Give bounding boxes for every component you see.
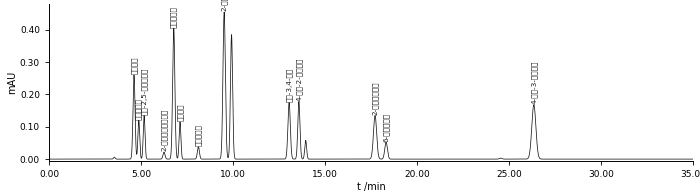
Text: 对苯二胺: 对苯二胺 <box>131 57 137 74</box>
Text: 4-氯基-3-硝基苯酚: 4-氯基-3-硝基苯酚 <box>531 61 537 104</box>
Text: 2-氯对苯二胺硫酸盐: 2-氯对苯二胺硫酸盐 <box>161 109 167 151</box>
Text: 2-甲基间苯二酚: 2-甲基间苯二酚 <box>372 81 379 115</box>
Text: 对氨基苯酚: 对氨基苯酚 <box>136 98 142 120</box>
Text: 甲苯-3,4-二胺: 甲苯-3,4-二胺 <box>286 68 293 102</box>
Text: 4-氨基-2-羟基甲苯: 4-氨基-2-羟基甲苯 <box>295 58 302 101</box>
Text: 2-硝基对苯二胺: 2-硝基对苯二胺 <box>221 0 228 11</box>
Text: 间氨基苯酚: 间氨基苯酚 <box>170 6 177 27</box>
Text: 甲苯-2,5-二胺硫酸盐: 甲苯-2,5-二胺硫酸盐 <box>141 67 148 115</box>
Text: 邻苯二胺: 邻苯二胺 <box>176 104 183 121</box>
X-axis label: t /min: t /min <box>356 181 386 191</box>
Y-axis label: mAU: mAU <box>7 71 17 94</box>
Text: 6-氨基间甲酚: 6-氨基间甲酚 <box>383 113 389 142</box>
Text: 邻氨基苯酚: 邻氨基苯酚 <box>195 124 202 146</box>
